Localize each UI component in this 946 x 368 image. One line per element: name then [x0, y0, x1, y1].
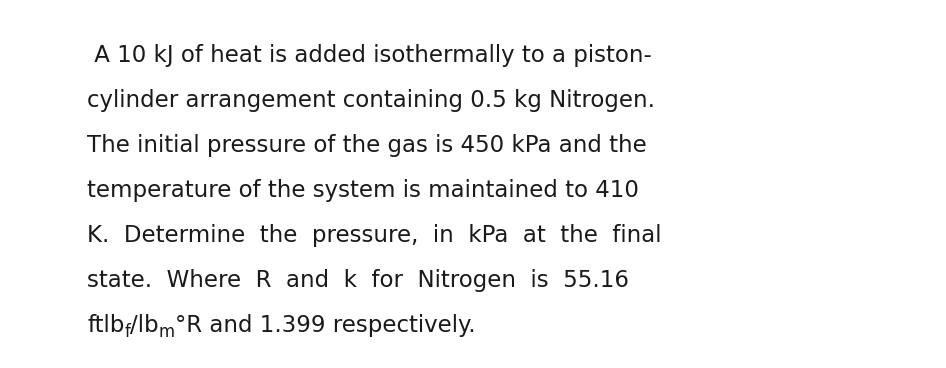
Text: /lb: /lb — [131, 314, 159, 336]
Text: f: f — [125, 323, 131, 341]
Text: state.  Where  R  and  k  for  Nitrogen  is  55.16: state. Where R and k for Nitrogen is 55.… — [87, 269, 629, 291]
Text: K.  Determine  the  pressure,  in  kPa  at  the  final: K. Determine the pressure, in kPa at the… — [87, 224, 661, 247]
Text: ftlb: ftlb — [87, 314, 125, 336]
Text: cylinder arrangement containing 0.5 kg Nitrogen.: cylinder arrangement containing 0.5 kg N… — [87, 89, 655, 112]
Text: The initial pressure of the gas is 450 kPa and the: The initial pressure of the gas is 450 k… — [87, 134, 647, 157]
Text: °R and 1.399 respectively.: °R and 1.399 respectively. — [175, 314, 476, 336]
Text: A 10 kJ of heat is added isothermally to a piston-: A 10 kJ of heat is added isothermally to… — [87, 44, 652, 67]
Text: temperature of the system is maintained to 410: temperature of the system is maintained … — [87, 179, 639, 202]
Text: m: m — [159, 323, 175, 341]
